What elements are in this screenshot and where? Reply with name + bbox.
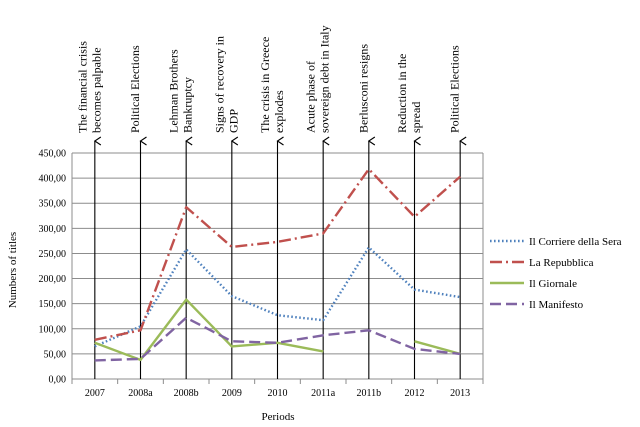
y-tick-label: 400,00 (39, 174, 67, 185)
event-annotation: GDP (226, 109, 240, 133)
series-line (94, 167, 461, 341)
y-tick-label: 250,00 (39, 249, 67, 260)
event-annotation: The financial crisis (75, 41, 89, 133)
axes: 0,00 50,00 100,00 150,00 200,00 250,00 300,00 3… (39, 149, 484, 399)
y-tick-label: 300,00 (39, 224, 67, 235)
x-tick-label: 2007 (85, 388, 105, 399)
y-tick-label: 100,00 (39, 324, 67, 335)
event-annotation: Bankruptcy (181, 77, 195, 133)
legend-label: Il Giornale (529, 278, 577, 290)
legend-label: La Repubblica (529, 257, 594, 269)
x-tick-label: 2010 (268, 388, 288, 399)
event-markers: The financial crisis becomes palpable Poli… (75, 25, 467, 379)
event-annotation: The crisis in Greece (258, 37, 272, 133)
event-annotation: becomes palpable (89, 47, 103, 133)
x-tick-label: 2008a (128, 388, 153, 399)
event-annotation: Lehman Brothers (167, 49, 181, 133)
x-tick-label: 2009 (222, 388, 242, 399)
y-tick-label: 150,00 (39, 299, 67, 310)
y-tick-label: 200,00 (39, 274, 67, 285)
legend-label: Il Manifesto (529, 299, 584, 311)
event-annotation: spread (409, 102, 423, 133)
x-tick-label: 2011b (357, 388, 382, 399)
event-annotation: explodes (272, 90, 286, 133)
y-axis-title: Numbers of titles (7, 232, 19, 308)
event-annotation: Berlusconi resigns (356, 44, 370, 133)
series-line (414, 340, 461, 356)
y-tick-label: 450,00 (39, 149, 67, 160)
x-tick-label: 2012 (405, 388, 425, 399)
event-annotation: Signs of recovery in (212, 36, 226, 133)
event-annotation: sovereign debt in Italy (318, 25, 332, 133)
x-tick-label: 2011a (311, 388, 336, 399)
axis-labels: Periods Numbers of titles (7, 232, 295, 423)
legend-label: Il Corriere della Sera (529, 236, 622, 248)
series-lines (94, 167, 461, 362)
series-line (94, 298, 324, 362)
series-line (94, 316, 461, 362)
y-tick-label: 350,00 (39, 199, 67, 210)
event-annotation: Political Elections (128, 45, 142, 133)
event-annotation: Reduction in the (395, 54, 409, 133)
y-tick-label: 0,00 (49, 375, 67, 386)
x-axis-title: Periods (262, 411, 295, 423)
y-tick-label: 50,00 (44, 349, 67, 360)
x-tick-label: 2013 (450, 388, 470, 399)
event-annotation: Political Elections (448, 45, 462, 133)
x-tick-label: 2008b (174, 388, 199, 399)
legend: Il Corriere della Sera La Repubblica Il Gi… (490, 236, 622, 311)
event-annotation: Acute phase of (304, 61, 318, 133)
